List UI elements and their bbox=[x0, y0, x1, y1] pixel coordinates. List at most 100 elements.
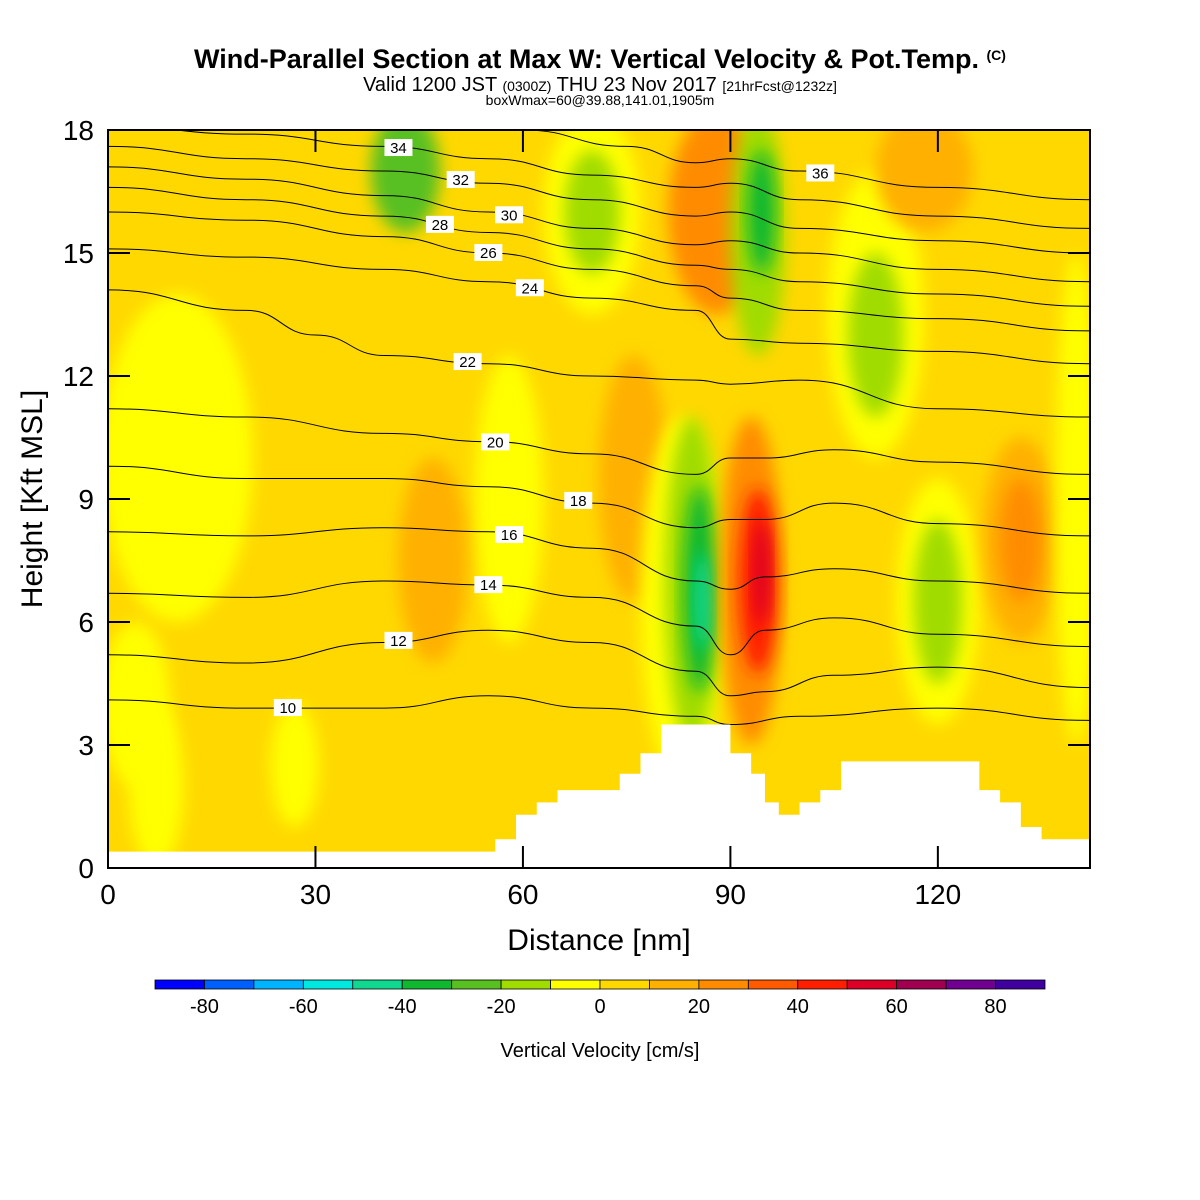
velocity-region-8 bbox=[398, 458, 468, 663]
colorbar-swatch bbox=[649, 979, 700, 990]
isentrope-30 bbox=[108, 166, 1090, 283]
colorbar-swatch bbox=[698, 979, 749, 990]
isentrope-18 bbox=[108, 465, 1090, 537]
isentrope-22 bbox=[108, 289, 1090, 418]
velocity-region-3 bbox=[270, 704, 319, 827]
y-tick-label: 12 bbox=[63, 361, 94, 392]
velocity-region-23 bbox=[913, 519, 963, 684]
colorbar-swatch bbox=[204, 979, 255, 990]
velocity-region-19 bbox=[747, 150, 776, 274]
velocity-field bbox=[108, 130, 1090, 868]
isentrope-label-box-20 bbox=[481, 433, 510, 451]
colorbar-swatch bbox=[896, 979, 947, 990]
colorbar-swatch bbox=[401, 979, 453, 990]
isentrope-label-box-30 bbox=[495, 206, 524, 224]
isentrope-label-box-32 bbox=[446, 171, 475, 189]
isentrope-28 bbox=[108, 186, 1090, 307]
box-info: boxWmax=60@39.88,141.01,1905m bbox=[485, 92, 715, 108]
isentrope-20 bbox=[108, 408, 1090, 475]
isentrope-34 bbox=[172, 130, 1090, 229]
y-tick-label: 0 bbox=[78, 853, 94, 884]
isentrope-14 bbox=[108, 580, 1090, 656]
isentrope-label-box-26 bbox=[474, 244, 503, 261]
isentrope-label-12: 12 bbox=[390, 633, 407, 650]
colorbar-tick-label: 20 bbox=[688, 996, 710, 1018]
colorbar-tick-label: -20 bbox=[487, 996, 516, 1018]
x-tick-label: 0 bbox=[100, 879, 116, 910]
isentrope-label-24: 24 bbox=[522, 280, 539, 297]
isentropes: 10 12 14 16 18 20 22 24 26 28 30 32 34 36 bbox=[108, 130, 1090, 726]
isentrope-label-box-14 bbox=[474, 576, 503, 594]
valid-utc: (0300Z) bbox=[502, 78, 552, 94]
colorbar-swatch bbox=[747, 979, 799, 990]
isentrope-label-20: 20 bbox=[487, 434, 504, 451]
forecast-info: [21hrFcst@1232z] bbox=[722, 78, 837, 94]
colorbar-swatch bbox=[154, 979, 205, 990]
valid-date: THU 23 Nov 2017 bbox=[556, 74, 717, 96]
colorbar-swatch bbox=[352, 979, 403, 990]
colorbar-swatch bbox=[253, 979, 304, 990]
copyright-tag: (C) bbox=[986, 47, 1006, 63]
velocity-region-26 bbox=[1000, 478, 1042, 602]
valid-time: Valid 1200 JST bbox=[363, 74, 497, 96]
velocity-region-24 bbox=[875, 130, 973, 233]
isentrope-label-box-10 bbox=[273, 699, 302, 717]
y-tick-label: 18 bbox=[63, 115, 94, 146]
y-tick-label: 15 bbox=[63, 238, 94, 269]
plot-area: 10 12 14 16 18 20 22 24 26 28 30 32 34 36 bbox=[108, 130, 1090, 868]
isentrope-label-18: 18 bbox=[570, 493, 587, 510]
isentrope-36 bbox=[522, 130, 1090, 201]
x-tick-label: 60 bbox=[507, 879, 538, 910]
x-tick-label: 90 bbox=[715, 879, 746, 910]
chart-title: Wind-Parallel Section at Max W: Vertical… bbox=[0, 44, 1200, 75]
isentrope-label-box-28 bbox=[425, 215, 454, 233]
x-axis-label: Distance [nm] bbox=[507, 924, 690, 957]
isentrope-16 bbox=[108, 527, 1090, 594]
isentrope-12 bbox=[108, 629, 1090, 697]
isentrope-24 bbox=[108, 248, 1090, 365]
colorbar-swatch bbox=[945, 979, 996, 990]
isentrope-label-34: 34 bbox=[390, 140, 407, 157]
x-tick-label: 30 bbox=[300, 879, 331, 910]
isentrope-label-box-36 bbox=[806, 164, 835, 182]
isentrope-label-26: 26 bbox=[480, 245, 497, 262]
colorbar-tick-label: 60 bbox=[886, 996, 908, 1018]
velocity-region-5 bbox=[474, 355, 544, 643]
colorbar-swatch bbox=[797, 979, 848, 990]
colorbar-swatch bbox=[302, 979, 354, 990]
isentrope-label-box-24 bbox=[515, 279, 544, 297]
colorbar-swatch bbox=[995, 979, 1046, 990]
terrain bbox=[108, 724, 1090, 868]
isentrope-label-box-12 bbox=[384, 631, 413, 649]
colorbar-swatch bbox=[550, 979, 601, 990]
y-tick-label: 3 bbox=[78, 730, 94, 761]
velocity-region-13 bbox=[694, 552, 712, 651]
isentrope-label-16: 16 bbox=[501, 527, 518, 544]
colorbar-tick-label: 80 bbox=[984, 996, 1006, 1018]
isentrope-label-32: 32 bbox=[452, 172, 469, 189]
isentrope-label-30: 30 bbox=[501, 207, 518, 224]
chart-title-text: Wind-Parallel Section at Max W: Vertical… bbox=[194, 44, 979, 74]
colorbar-tick-label: 40 bbox=[787, 996, 809, 1018]
colorbar-swatch bbox=[500, 979, 551, 990]
isentrope-32 bbox=[108, 145, 1090, 254]
colorbar-swatch bbox=[451, 979, 502, 990]
isentrope-label-box-34 bbox=[384, 139, 413, 157]
colorbar-tick-label: -80 bbox=[190, 996, 219, 1018]
colorbar-label: Vertical Velocity [cm/s] bbox=[501, 1040, 700, 1062]
colorbar-swatch bbox=[846, 979, 898, 990]
colorbar-tick-label: 0 bbox=[594, 996, 605, 1018]
velocity-region-21 bbox=[847, 253, 904, 417]
isentrope-label-14: 14 bbox=[480, 577, 497, 594]
isentrope-label-box-16 bbox=[495, 526, 524, 544]
isentrope-label-36: 36 bbox=[812, 165, 829, 182]
colorbar-tick-label: -40 bbox=[388, 996, 417, 1018]
x-tick-label: 120 bbox=[914, 879, 961, 910]
colorbar-swatch bbox=[599, 979, 650, 990]
y-tick-label: 9 bbox=[78, 484, 94, 515]
velocity-region-7 bbox=[564, 150, 620, 274]
isentrope-label-22: 22 bbox=[459, 354, 476, 371]
y-tick-label: 6 bbox=[78, 607, 94, 638]
